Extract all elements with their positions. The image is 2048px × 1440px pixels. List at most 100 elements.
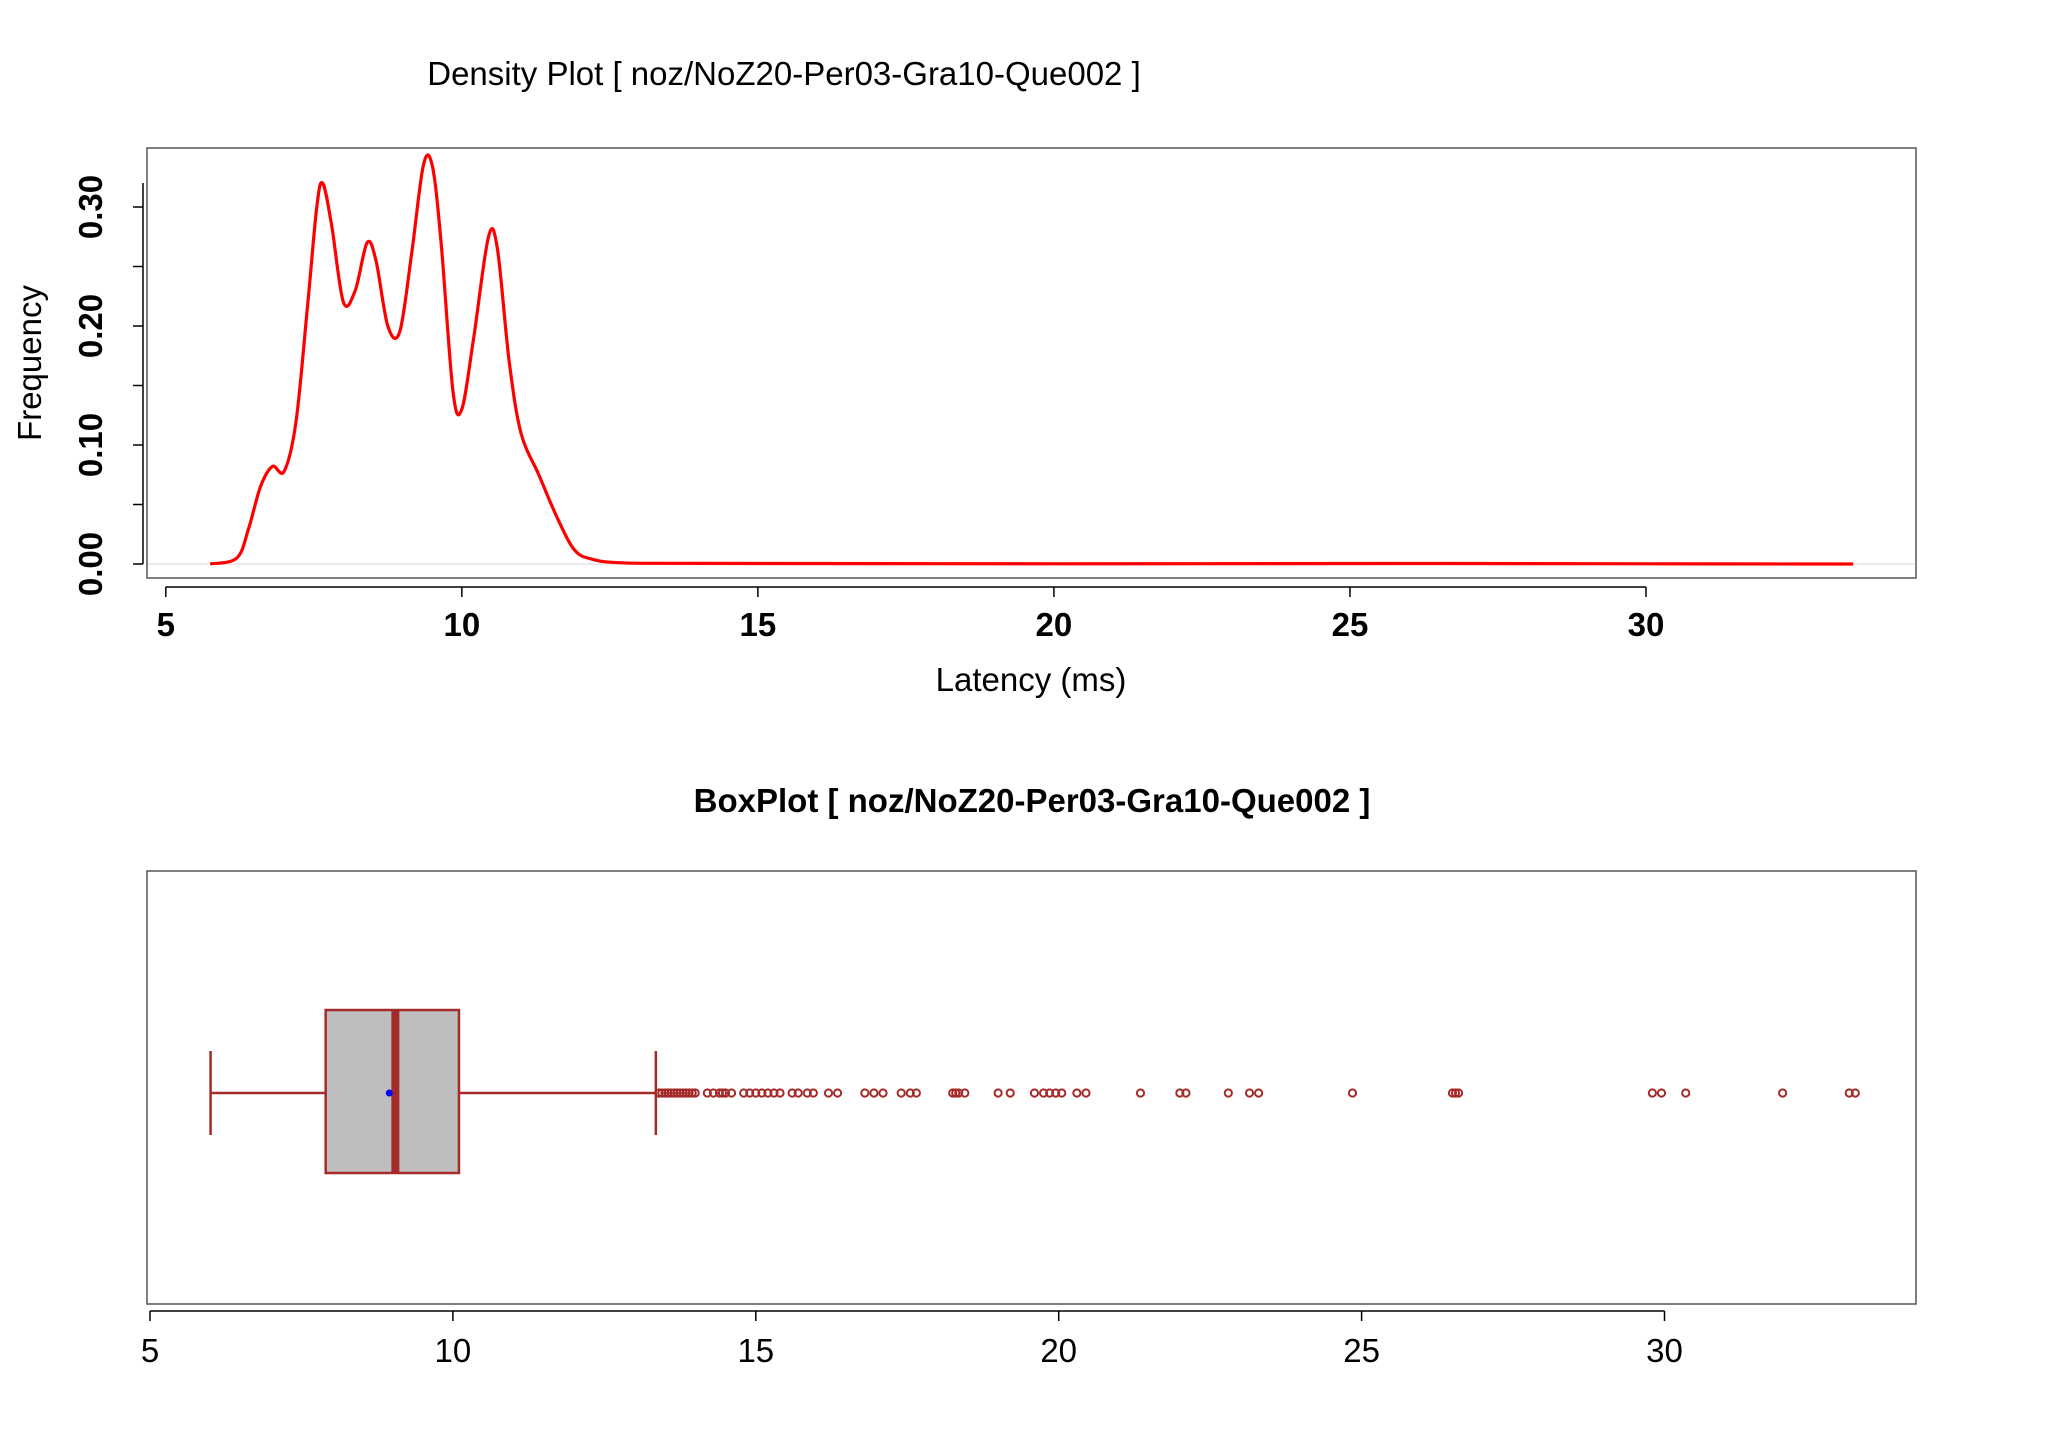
outlier-point: [717, 1088, 728, 1098]
outlier-point: [684, 1088, 694, 1098]
outlier-point: [793, 1088, 803, 1098]
outlier-point: [769, 1088, 779, 1098]
outlier-point: [745, 1088, 755, 1098]
outlier-point: [708, 1088, 718, 1098]
box-x-tick-label: 25: [1343, 1332, 1380, 1369]
outlier-point: [663, 1088, 673, 1098]
outlier-point: [1181, 1088, 1191, 1098]
density-y-tick-label: 0.00: [72, 532, 109, 596]
outlier-point: [702, 1088, 712, 1098]
outlier-point: [666, 1088, 676, 1098]
outlier-point: [1045, 1088, 1055, 1098]
outlier-point: [911, 1088, 921, 1098]
outlier-point: [672, 1088, 682, 1098]
outlier-point: [1029, 1088, 1040, 1098]
outlier-point: [669, 1088, 679, 1098]
density-y-tick-label: 0.20: [72, 294, 109, 358]
outlier-point: [1051, 1088, 1061, 1098]
outlier-point: [1850, 1088, 1860, 1098]
outlier-point: [787, 1088, 797, 1098]
outlier-point: [993, 1088, 1003, 1098]
outlier-point: [1447, 1088, 1458, 1098]
outlier-point: [896, 1088, 906, 1098]
outlier-point: [739, 1088, 749, 1098]
box-x-tick-label: 30: [1646, 1332, 1683, 1369]
box-outliers: [654, 1088, 1860, 1098]
outlier-point: [720, 1088, 731, 1098]
box-plot-frame: [146, 870, 1917, 1305]
density-plot-panel: Density Plot [ noz/NoZ20-Per03-Gra10-Que…: [11, 55, 1917, 698]
outlier-point: [823, 1088, 834, 1098]
density-plot-title: Density Plot [ noz/NoZ20-Per03-Gra10-Que…: [427, 55, 1141, 92]
density-x-axis: 5 10 15 20 25 30: [157, 586, 1665, 643]
outlier-point: [1244, 1088, 1255, 1098]
outlier-point: [1072, 1088, 1082, 1098]
density-plot-frame: [146, 147, 1917, 579]
outlier-point: [1223, 1088, 1233, 1098]
outlier-point: [869, 1088, 879, 1098]
outlier-point: [1656, 1088, 1667, 1098]
mean-point: [385, 1089, 393, 1097]
outlier-point: [960, 1088, 970, 1098]
outlier-point: [657, 1088, 667, 1098]
outlier-point: [951, 1088, 961, 1098]
outlier-point: [905, 1088, 915, 1098]
density-y-axis: 0.00 0.10 0.20 0.30: [72, 175, 144, 596]
outlier-point: [751, 1088, 761, 1098]
outlier-point: [832, 1088, 843, 1098]
density-y-tick-label: 0.30: [72, 175, 109, 239]
box-x-tick-label: 15: [737, 1332, 774, 1369]
outlier-point: [1005, 1088, 1015, 1098]
outlier-point: [954, 1088, 964, 1098]
outlier-point: [681, 1088, 691, 1098]
box-plot-title: BoxPlot [ noz/NoZ20-Per03-Gra10-Que002 ]: [694, 782, 1371, 819]
outlier-point: [714, 1088, 725, 1098]
box-x-tick-label: 5: [141, 1332, 159, 1369]
box-plot-panel: BoxPlot [ noz/NoZ20-Per03-Gra10-Que002 ]…: [141, 782, 1917, 1369]
outlier-point: [687, 1088, 697, 1098]
outlier-point: [1778, 1088, 1788, 1098]
density-x-tick-label: 25: [1332, 606, 1369, 643]
density-series: [148, 153, 1915, 566]
density-curve: [209, 153, 1854, 566]
outlier-point: [690, 1088, 700, 1098]
outlier-point: [1844, 1088, 1854, 1098]
outlier-point: [1681, 1088, 1691, 1098]
outlier-point: [660, 1088, 670, 1098]
outlier-point: [1175, 1088, 1185, 1098]
outlier-point: [948, 1088, 958, 1098]
density-x-tick-label: 30: [1628, 606, 1665, 643]
box-x-tick-label: 10: [435, 1332, 472, 1369]
outlier-point: [860, 1088, 870, 1098]
outlier-point: [763, 1088, 773, 1098]
outlier-point: [1254, 1088, 1264, 1098]
outlier-point: [675, 1088, 685, 1098]
outlier-point: [1135, 1088, 1146, 1098]
outlier-point: [1038, 1088, 1049, 1098]
outlier-point: [808, 1088, 818, 1098]
density-x-tick-label: 10: [443, 606, 480, 643]
outlier-point: [1450, 1088, 1461, 1098]
density-x-axis-label: Latency (ms): [936, 661, 1127, 698]
outlier-point: [678, 1088, 688, 1098]
box-x-tick-label: 20: [1040, 1332, 1077, 1369]
outlier-point: [775, 1088, 785, 1098]
outlier-point: [878, 1088, 888, 1098]
outlier-point: [1081, 1088, 1091, 1098]
density-x-tick-label: 5: [157, 606, 175, 643]
box-x-axis: 5 10 15 20 25 30: [141, 1310, 1683, 1369]
outlier-point: [802, 1088, 812, 1098]
outlier-point: [757, 1088, 767, 1098]
density-y-tick-label: 0.10: [72, 413, 109, 477]
outlier-point: [1347, 1088, 1358, 1098]
outlier-point: [1453, 1088, 1464, 1098]
outlier-point: [726, 1088, 737, 1098]
density-x-tick-label: 15: [740, 606, 777, 643]
box-plot-glyph: [209, 1008, 658, 1175]
density-x-tick-label: 20: [1036, 606, 1073, 643]
outlier-point: [654, 1088, 664, 1098]
density-y-axis-label: Frequency: [11, 285, 48, 441]
outlier-point: [1647, 1088, 1657, 1098]
outlier-point: [1057, 1088, 1067, 1098]
